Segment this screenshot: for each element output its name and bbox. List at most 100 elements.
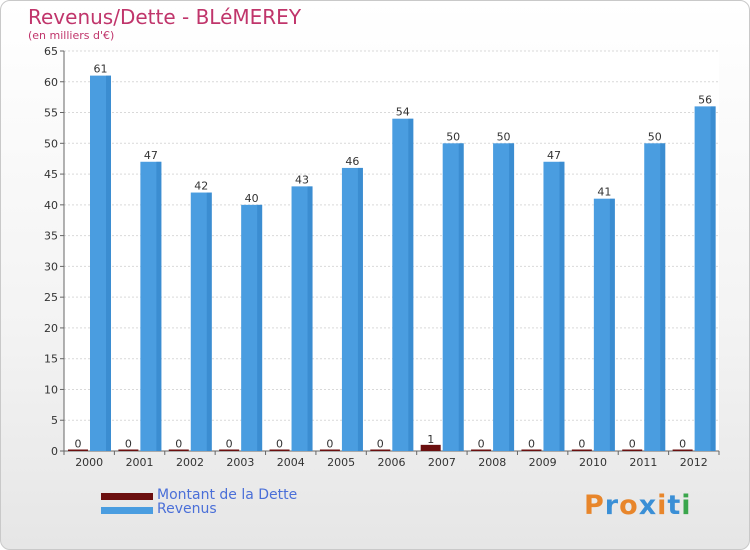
y-tick-label: 20 (44, 322, 58, 335)
bar-revenus-shade-2003 (257, 204, 263, 451)
bar-revenus-2004 (291, 186, 313, 451)
logo-letter: r (604, 490, 620, 521)
bar-revenus-shade-2001 (156, 161, 162, 451)
data-label-revenus-2004: 43 (295, 173, 309, 186)
bar-revenus-shade-2005 (357, 167, 363, 451)
bar-revenus-shade-2004 (307, 186, 313, 451)
data-label-revenus-2001: 47 (144, 149, 158, 162)
bar-revenus-shade-2008 (509, 143, 515, 452)
bar-dette-2008 (471, 449, 492, 451)
logo-letter: P (584, 490, 605, 521)
data-label-dette-2007: 1 (427, 433, 434, 446)
bar-revenus-shade-2010 (609, 198, 615, 451)
bar-revenus-shade-2007 (458, 143, 464, 452)
bar-revenus-shade-2002 (206, 192, 212, 452)
chart-subtitle: (en milliers d'€) (28, 29, 115, 42)
logo-letter: i (681, 490, 692, 521)
data-label-revenus-2002: 42 (194, 180, 208, 193)
x-tick-label-2001: 2001 (126, 456, 154, 469)
bar-revenus-2011 (644, 143, 666, 452)
x-tick-label-2004: 2004 (277, 456, 305, 469)
bar-revenus-shade-2011 (660, 143, 666, 452)
bar-revenus-2002 (190, 192, 212, 452)
x-tick-label-2012: 2012 (680, 456, 708, 469)
bar-dette-2005 (319, 449, 340, 451)
bar-dette-2000 (68, 449, 88, 451)
y-tick-label: 40 (44, 199, 58, 212)
bar-revenus-2010 (593, 198, 615, 451)
bar-revenus-2007 (442, 143, 464, 452)
bar-revenus-2001 (140, 161, 162, 451)
y-tick-label: 50 (44, 137, 58, 150)
data-label-dette-2012: 0 (679, 438, 686, 451)
bar-revenus-2000 (90, 75, 111, 451)
y-tick-label: 15 (44, 353, 58, 366)
bar-revenus-2003 (241, 204, 263, 451)
x-tick-label-2008: 2008 (478, 456, 506, 469)
data-label-dette-2006: 0 (377, 438, 384, 451)
logo-letter: t (667, 490, 682, 521)
x-tick-label-2011: 2011 (629, 456, 657, 469)
data-label-revenus-2012: 56 (698, 93, 712, 106)
bar-dette-2006 (370, 449, 391, 451)
bar-revenus-shade-2000 (106, 75, 111, 451)
data-label-dette-2001: 0 (125, 438, 132, 451)
bar-dette-2011 (622, 449, 643, 451)
bar-dette-2012 (672, 449, 693, 451)
bar-revenus-2008 (493, 143, 515, 452)
data-label-revenus-2010: 41 (597, 186, 611, 199)
data-label-revenus-2008: 50 (497, 130, 511, 143)
logo-letter: i (657, 490, 668, 521)
y-tick-label: 60 (44, 76, 58, 89)
legend-label-dette: Montant de la Dette (157, 487, 298, 503)
y-tick-label: 10 (44, 383, 58, 396)
data-label-revenus-2007: 50 (446, 130, 460, 143)
data-label-dette-2009: 0 (528, 438, 535, 451)
legend-label-revenus: Revenus (157, 501, 217, 517)
data-label-revenus-2000: 61 (94, 63, 108, 76)
x-tick-label-2005: 2005 (327, 456, 355, 469)
y-tick-label: 55 (44, 107, 58, 120)
y-tick-label: 25 (44, 291, 58, 304)
x-tick-label-2000: 2000 (75, 456, 103, 469)
y-tick-label: 45 (44, 168, 58, 181)
data-label-revenus-2003: 40 (245, 192, 259, 205)
bar-revenus-2006 (392, 118, 414, 451)
data-label-dette-2010: 0 (578, 438, 585, 451)
bar-dette-2010 (571, 449, 592, 451)
y-tick-label: 30 (44, 260, 58, 273)
data-label-dette-2005: 0 (326, 438, 333, 451)
data-label-dette-2002: 0 (175, 438, 182, 451)
bar-dette-2009 (521, 449, 542, 451)
x-tick-label-2003: 2003 (226, 456, 254, 469)
data-label-dette-2008: 0 (478, 438, 485, 451)
bar-revenus-2009 (543, 161, 565, 451)
plot-area (64, 51, 719, 451)
data-label-revenus-2009: 47 (547, 149, 561, 162)
data-label-revenus-2011: 50 (648, 130, 662, 143)
bar-revenus-shade-2009 (559, 161, 565, 451)
legend-swatch-revenus (101, 507, 153, 514)
x-tick-label-2002: 2002 (176, 456, 204, 469)
bar-revenus-shade-2006 (408, 118, 414, 451)
data-label-revenus-2006: 54 (396, 106, 410, 119)
bar-revenus-2012 (694, 106, 716, 451)
logo-letter: x (638, 490, 658, 521)
bar-dette-2004 (269, 449, 290, 451)
legend-swatch-dette (101, 493, 153, 500)
x-tick-label-2006: 2006 (378, 456, 406, 469)
bar-dette-2002 (168, 449, 189, 451)
y-tick-label: 35 (44, 230, 58, 243)
data-label-revenus-2005: 46 (345, 155, 359, 168)
data-label-dette-2004: 0 (276, 438, 283, 451)
bar-revenus-2005 (341, 167, 363, 451)
bar-dette-2003 (219, 449, 240, 451)
proxiti-logo[interactable]: Proxiti (584, 490, 692, 521)
x-tick-label-2007: 2007 (428, 456, 456, 469)
bar-dette-2007 (420, 444, 441, 451)
chart-title: Revenus/Dette - BLéMEREY (28, 5, 302, 29)
y-tick-label: 5 (51, 414, 58, 427)
bar-dette-2001 (118, 449, 139, 451)
x-tick-label-2010: 2010 (579, 456, 607, 469)
